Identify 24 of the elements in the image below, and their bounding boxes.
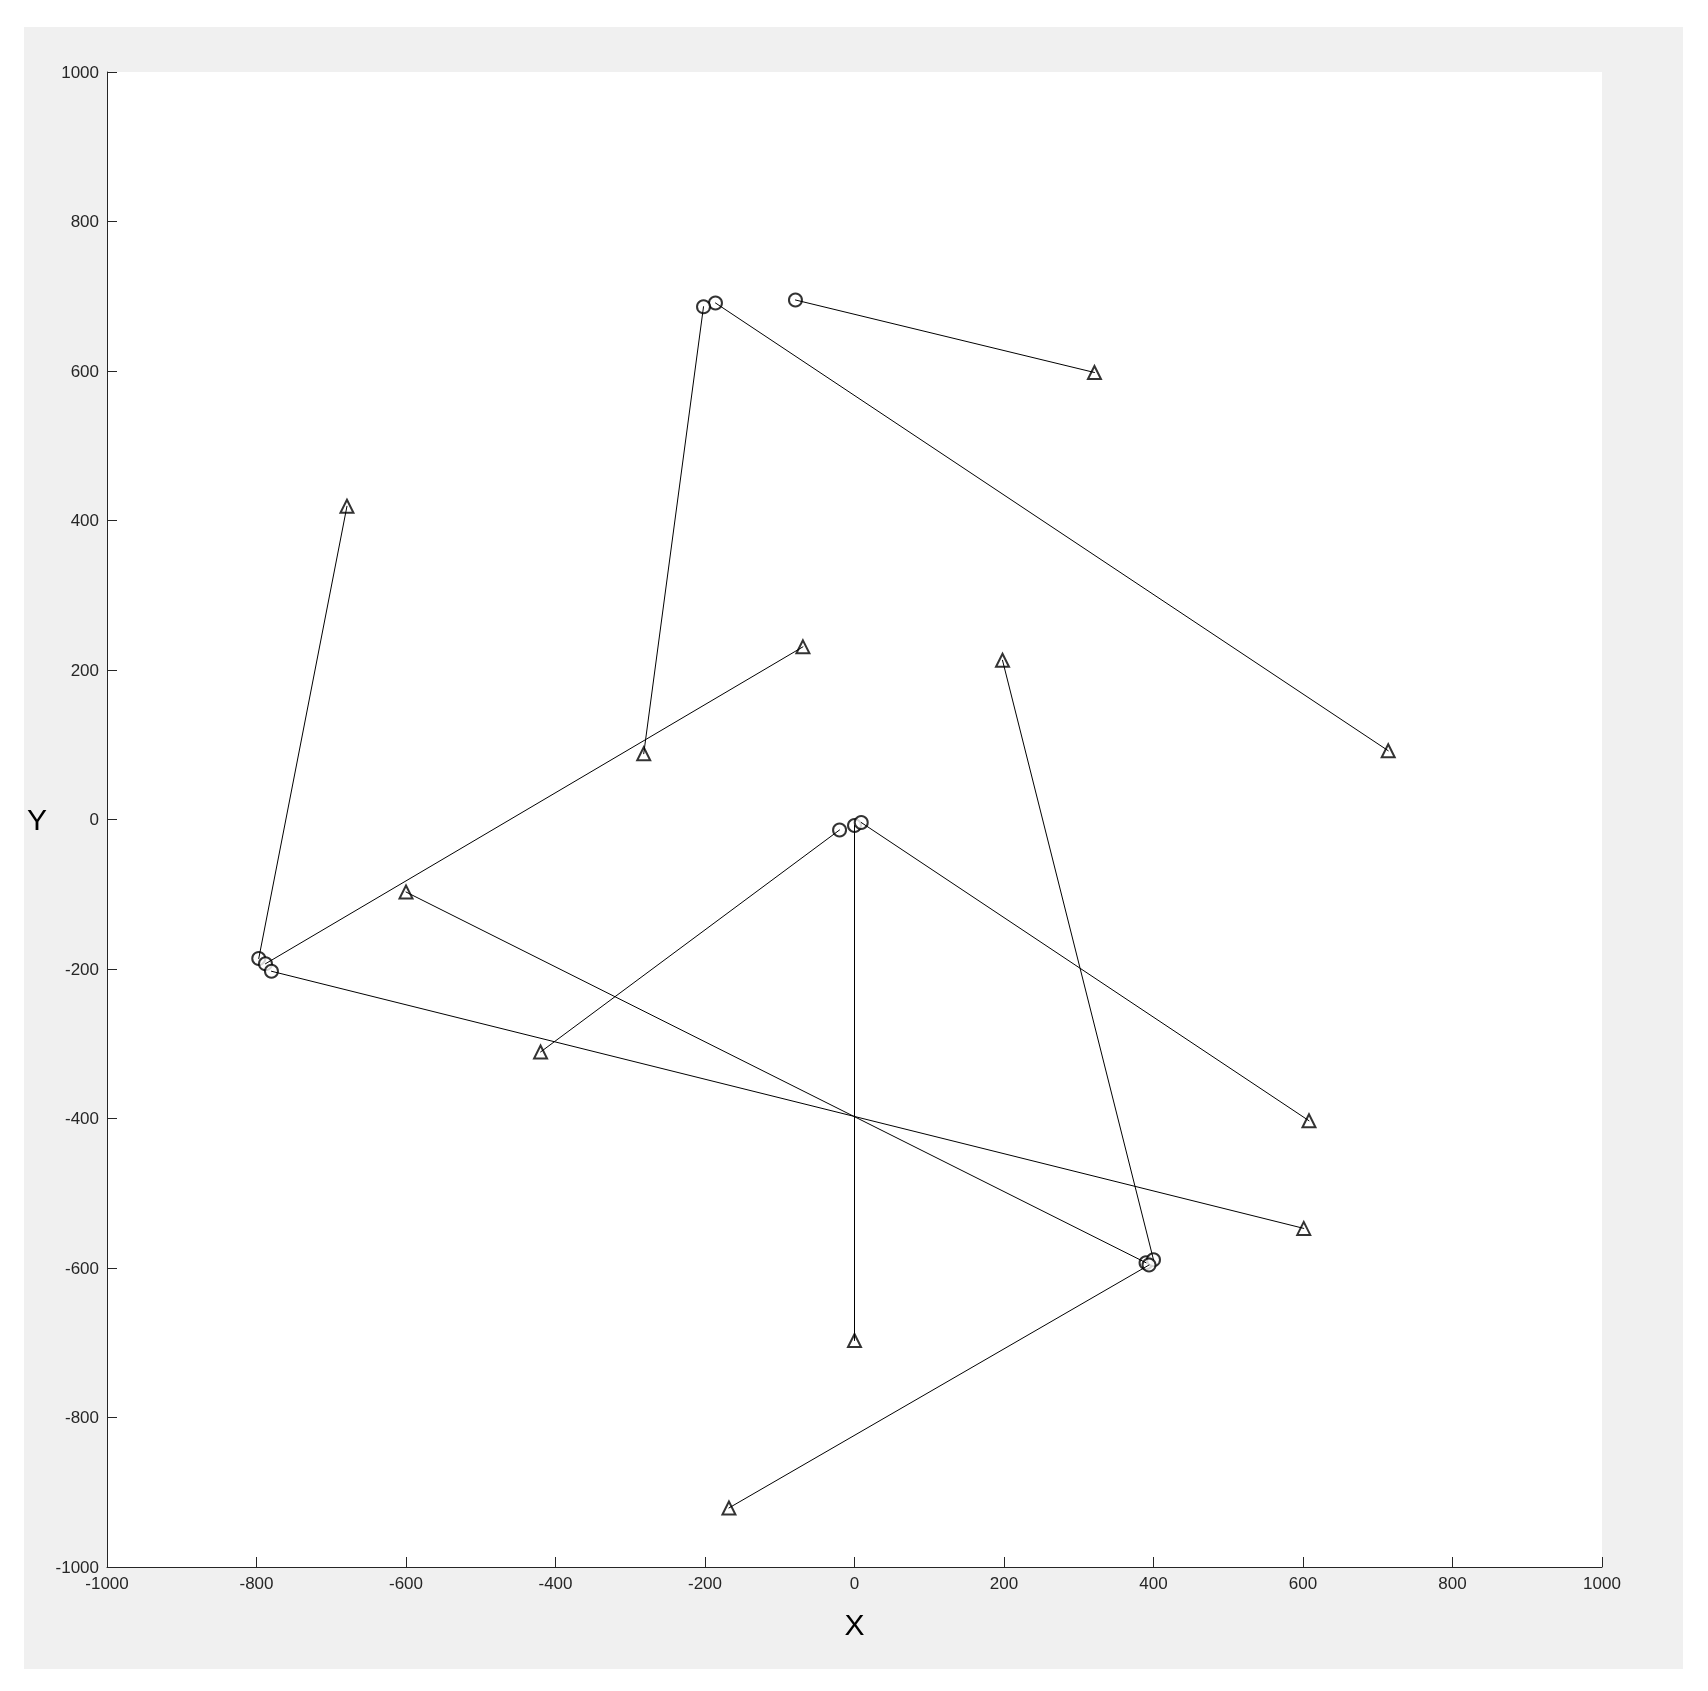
y-tick-label: 200 xyxy=(70,660,100,680)
x-tick-label: -1000 xyxy=(85,1574,129,1593)
y-axis-title: Y xyxy=(26,803,48,836)
y-tick-label: 0 xyxy=(89,810,100,829)
x-axis-title: X xyxy=(844,1607,865,1641)
x-tick-label: 800 xyxy=(1438,1574,1467,1593)
y-tick-label: -400 xyxy=(64,1109,100,1128)
y-tick-label: -200 xyxy=(64,959,100,979)
x-tick-label: -600 xyxy=(388,1574,424,1593)
y-tick-label: 1000 xyxy=(61,62,100,82)
y-tick-label: 600 xyxy=(70,361,100,381)
y-tick-label: 400 xyxy=(70,511,100,530)
y-tick-label: -800 xyxy=(64,1408,100,1427)
x-tick-label: 1000 xyxy=(1583,1574,1621,1593)
x-tick-label: 0 xyxy=(849,1574,860,1593)
y-tick-label: -600 xyxy=(64,1258,100,1278)
x-tick-label: -400 xyxy=(538,1574,573,1593)
x-tick-label: -800 xyxy=(239,1574,274,1593)
x-tick-label: 400 xyxy=(1139,1574,1168,1593)
y-tick-label: 800 xyxy=(70,212,100,231)
x-tick-label: 600 xyxy=(1288,1574,1318,1593)
x-tick-label: -200 xyxy=(687,1574,723,1593)
y-tick-label: -1000 xyxy=(55,1557,100,1577)
x-tick-label: 200 xyxy=(989,1574,1019,1593)
